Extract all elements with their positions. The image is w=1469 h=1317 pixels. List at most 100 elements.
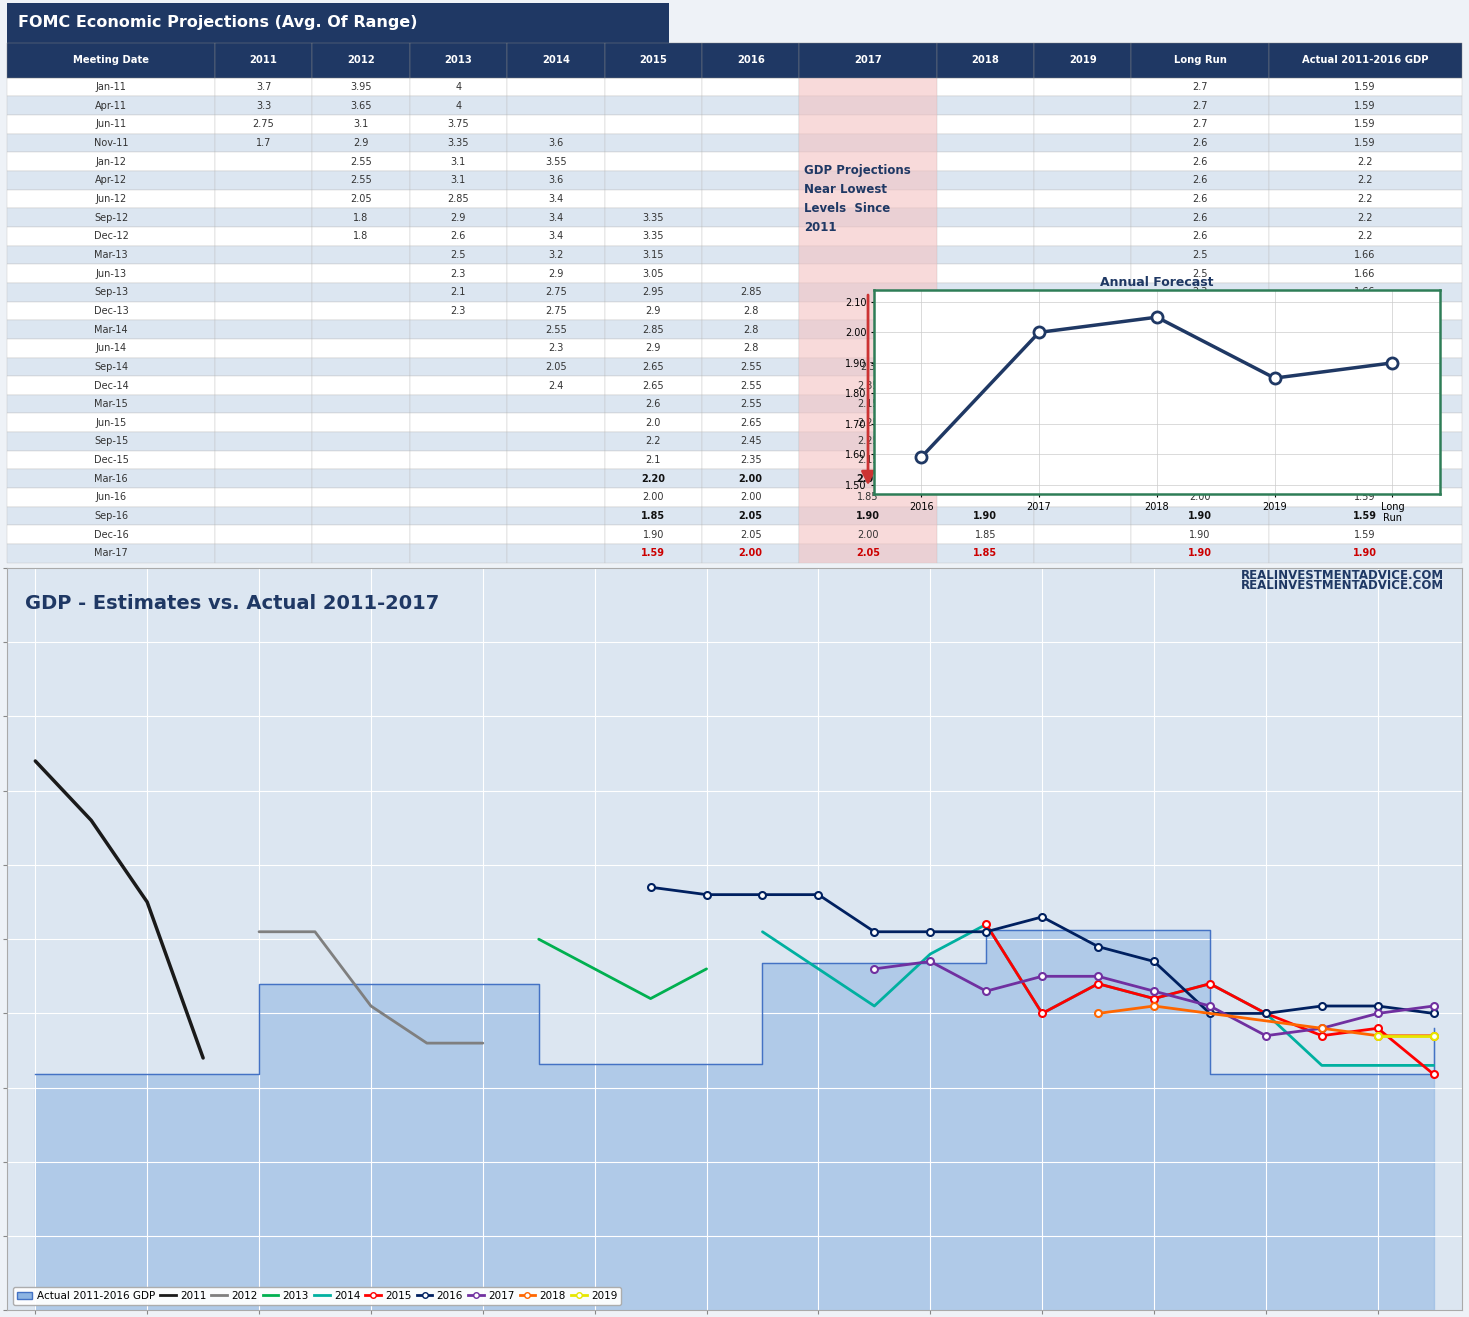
Text: 2.75: 2.75 xyxy=(545,306,567,316)
FancyBboxPatch shape xyxy=(799,115,937,133)
FancyBboxPatch shape xyxy=(507,320,605,338)
FancyBboxPatch shape xyxy=(1131,115,1269,133)
Text: Nov-11: Nov-11 xyxy=(94,138,128,148)
FancyBboxPatch shape xyxy=(1034,357,1131,377)
FancyBboxPatch shape xyxy=(799,507,937,525)
FancyBboxPatch shape xyxy=(799,208,937,227)
Text: 2011: 2011 xyxy=(250,55,278,66)
FancyBboxPatch shape xyxy=(605,133,702,153)
FancyBboxPatch shape xyxy=(1131,414,1269,432)
FancyBboxPatch shape xyxy=(937,320,1034,338)
FancyBboxPatch shape xyxy=(313,208,410,227)
FancyBboxPatch shape xyxy=(702,227,799,245)
FancyBboxPatch shape xyxy=(1269,227,1462,245)
FancyBboxPatch shape xyxy=(799,414,937,432)
FancyBboxPatch shape xyxy=(1131,78,1269,96)
Text: 2.55: 2.55 xyxy=(350,157,372,167)
Text: 2.55: 2.55 xyxy=(740,381,761,391)
FancyBboxPatch shape xyxy=(214,507,313,525)
FancyBboxPatch shape xyxy=(937,525,1034,544)
Text: 1.85: 1.85 xyxy=(858,493,878,503)
FancyBboxPatch shape xyxy=(1269,265,1462,283)
FancyBboxPatch shape xyxy=(410,78,507,96)
FancyBboxPatch shape xyxy=(410,227,507,245)
Text: 2.9: 2.9 xyxy=(451,212,466,223)
FancyBboxPatch shape xyxy=(1269,414,1462,432)
Text: 2014: 2014 xyxy=(542,55,570,66)
FancyBboxPatch shape xyxy=(937,227,1034,245)
FancyBboxPatch shape xyxy=(799,78,937,562)
FancyBboxPatch shape xyxy=(702,245,799,265)
Text: 2.9: 2.9 xyxy=(645,306,661,316)
Text: Dec-12: Dec-12 xyxy=(94,232,128,241)
Text: 3.6: 3.6 xyxy=(548,175,564,186)
FancyBboxPatch shape xyxy=(7,525,214,544)
FancyBboxPatch shape xyxy=(7,115,214,133)
FancyBboxPatch shape xyxy=(214,489,313,507)
Text: 2.85: 2.85 xyxy=(448,194,469,204)
FancyBboxPatch shape xyxy=(410,450,507,469)
FancyBboxPatch shape xyxy=(1131,265,1269,283)
FancyBboxPatch shape xyxy=(1034,489,1131,507)
FancyBboxPatch shape xyxy=(702,265,799,283)
FancyBboxPatch shape xyxy=(605,414,702,432)
FancyBboxPatch shape xyxy=(1131,320,1269,338)
Text: 3.1: 3.1 xyxy=(451,175,466,186)
Text: 2.65: 2.65 xyxy=(642,381,664,391)
Text: Jun-16: Jun-16 xyxy=(95,493,126,503)
Text: 2.3: 2.3 xyxy=(451,306,466,316)
Text: 1.59: 1.59 xyxy=(1354,138,1376,148)
Text: 2.4: 2.4 xyxy=(548,381,564,391)
Text: 2.6: 2.6 xyxy=(1193,157,1208,167)
FancyBboxPatch shape xyxy=(937,115,1034,133)
FancyBboxPatch shape xyxy=(799,338,937,357)
Text: 2.6: 2.6 xyxy=(1193,194,1208,204)
FancyBboxPatch shape xyxy=(1269,190,1462,208)
Text: Sep-15: Sep-15 xyxy=(94,436,128,446)
FancyBboxPatch shape xyxy=(214,414,313,432)
FancyBboxPatch shape xyxy=(1034,544,1131,562)
FancyBboxPatch shape xyxy=(1034,283,1131,302)
Text: 2.6: 2.6 xyxy=(1193,212,1208,223)
Text: 3.35: 3.35 xyxy=(448,138,469,148)
FancyBboxPatch shape xyxy=(605,450,702,469)
FancyBboxPatch shape xyxy=(605,283,702,302)
FancyBboxPatch shape xyxy=(799,377,937,395)
Text: REALINVESTMENTADVICE.COM: REALINVESTMENTADVICE.COM xyxy=(1241,579,1444,593)
FancyBboxPatch shape xyxy=(410,469,507,489)
FancyBboxPatch shape xyxy=(1034,171,1131,190)
Text: 2.5: 2.5 xyxy=(451,250,466,259)
FancyBboxPatch shape xyxy=(410,302,507,320)
Text: 3.1: 3.1 xyxy=(354,120,369,129)
FancyBboxPatch shape xyxy=(7,377,214,395)
FancyBboxPatch shape xyxy=(1034,265,1131,283)
Text: 2.75: 2.75 xyxy=(545,287,567,298)
Text: Meeting Date: Meeting Date xyxy=(73,55,148,66)
Text: Sep-14: Sep-14 xyxy=(94,362,128,371)
FancyBboxPatch shape xyxy=(214,377,313,395)
FancyBboxPatch shape xyxy=(799,395,937,414)
FancyBboxPatch shape xyxy=(7,171,214,190)
FancyBboxPatch shape xyxy=(214,115,313,133)
FancyBboxPatch shape xyxy=(1269,208,1462,227)
FancyBboxPatch shape xyxy=(605,338,702,357)
FancyBboxPatch shape xyxy=(7,507,214,525)
FancyBboxPatch shape xyxy=(1034,190,1131,208)
FancyBboxPatch shape xyxy=(410,43,507,78)
FancyBboxPatch shape xyxy=(605,43,702,78)
Text: 2.8: 2.8 xyxy=(743,324,758,335)
Text: 2: 2 xyxy=(983,436,989,446)
FancyBboxPatch shape xyxy=(605,507,702,525)
Text: 1.66: 1.66 xyxy=(1354,306,1376,316)
Text: 1.66: 1.66 xyxy=(1354,287,1376,298)
Text: 1.59: 1.59 xyxy=(1354,100,1376,111)
FancyBboxPatch shape xyxy=(702,115,799,133)
Text: 1.7: 1.7 xyxy=(256,138,272,148)
FancyBboxPatch shape xyxy=(214,96,313,115)
FancyBboxPatch shape xyxy=(313,115,410,133)
FancyBboxPatch shape xyxy=(605,153,702,171)
FancyBboxPatch shape xyxy=(313,133,410,153)
FancyBboxPatch shape xyxy=(214,208,313,227)
Text: 2.56: 2.56 xyxy=(1354,417,1376,428)
Text: 3.75: 3.75 xyxy=(448,120,469,129)
